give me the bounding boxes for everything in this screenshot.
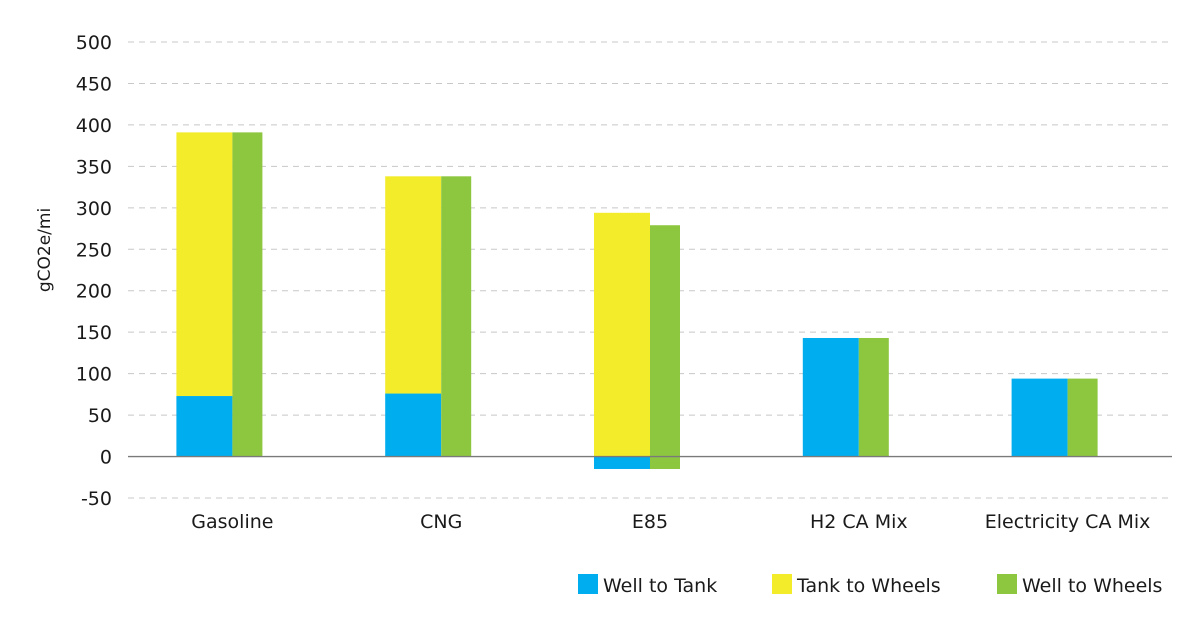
bar-tank-to-wheels-2 <box>594 212 650 457</box>
y-axis-title: gCO2e/mi <box>35 208 55 292</box>
bar-well-to-tank-4 <box>1011 378 1068 457</box>
legend: Well to Tank Tank to Wheels Well to Wheels <box>578 574 1162 597</box>
y-tick-label: 450 <box>76 73 112 95</box>
y-tick-label: 0 <box>100 447 112 469</box>
legend-swatch-well-to-wheels <box>997 574 1017 594</box>
legend-swatch-well-to-tank <box>578 574 598 594</box>
bar-well-to-tank-2 <box>594 456 650 469</box>
y-tick-label: 350 <box>76 156 112 178</box>
bar-well-to-tank-0 <box>176 396 233 457</box>
bar-well-to-wheels-0 <box>232 132 263 457</box>
bar-well-to-wheels-4 <box>1067 378 1098 457</box>
bars <box>128 132 1172 469</box>
x-category-label: Electricity CA Mix <box>985 511 1151 533</box>
bar-well-to-wheels-2 <box>650 225 680 469</box>
y-tick-label: 50 <box>88 405 112 427</box>
y-tick-label: -50 <box>81 488 112 510</box>
y-tick-label: 250 <box>76 239 112 261</box>
bar-well-to-wheels-3 <box>858 337 889 457</box>
x-category-label: CNG <box>420 511 462 533</box>
bar-well-to-wheels-1 <box>441 176 472 457</box>
bar-tank-to-wheels-0 <box>176 132 233 397</box>
y-tick-label: 150 <box>76 322 112 344</box>
legend-label: Tank to Wheels <box>796 575 941 597</box>
bar-tank-to-wheels-1 <box>385 176 442 394</box>
bar-well-to-tank-1 <box>385 393 442 457</box>
y-tick-label: 100 <box>76 364 112 386</box>
y-tick-label: 200 <box>76 281 112 303</box>
legend-label: Well to Wheels <box>1022 575 1162 597</box>
x-category-label: Gasoline <box>191 511 273 533</box>
x-axis-categories: Gasoline CNG E85 H2 CA Mix Electricity CA Mi… <box>191 511 1150 533</box>
y-tick-label: 500 <box>76 32 112 54</box>
bar-well-to-tank-3 <box>802 337 859 457</box>
x-category-label: E85 <box>632 511 668 533</box>
x-category-label: H2 CA Mix <box>810 511 908 533</box>
legend-label: Well to Tank <box>603 575 717 597</box>
y-tick-label: 300 <box>76 198 112 220</box>
y-tick-label: 400 <box>76 115 112 137</box>
y-axis-ticks: -50 0 50 100 150 200 250 300 350 400 450 500 <box>76 32 112 510</box>
legend-swatch-tank-to-wheels <box>772 574 792 594</box>
